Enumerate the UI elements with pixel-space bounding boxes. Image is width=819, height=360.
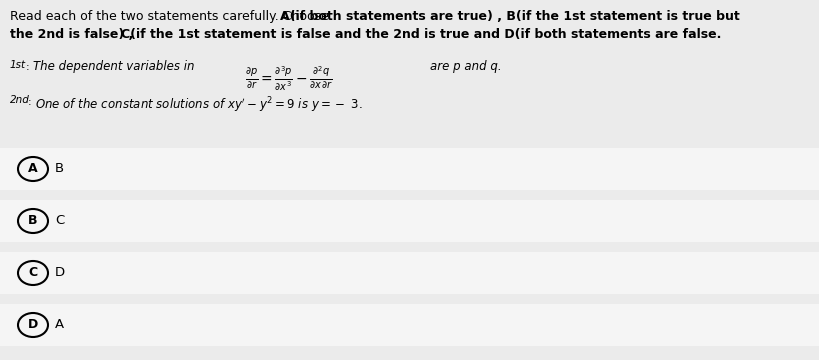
Bar xyxy=(0,252,819,294)
Text: Read each of the two statements carefully. Choose: Read each of the two statements carefull… xyxy=(10,10,333,23)
Text: 1st: 1st xyxy=(10,60,26,70)
Text: :: : xyxy=(28,97,32,107)
Text: A(if both statements are true) , B(if the 1st statement is true but: A(if both statements are true) , B(if th… xyxy=(279,10,739,23)
Text: B: B xyxy=(28,215,38,228)
Text: C: C xyxy=(55,215,64,228)
Ellipse shape xyxy=(18,157,48,181)
Text: are p and q.: are p and q. xyxy=(429,60,501,73)
Ellipse shape xyxy=(18,261,48,285)
Text: C(if the 1st statement is false and the 2nd is true and D(if both statements are: C(if the 1st statement is false and the … xyxy=(121,28,721,41)
Bar xyxy=(0,200,819,242)
Text: $\mathit{One\ of\ the\ constant\ solutions\ of}$$\ xy' - y^2 = 9\ $$\mathit{is}\: $\mathit{One\ of\ the\ constant\ solutio… xyxy=(35,95,362,114)
Text: B: B xyxy=(55,162,64,175)
Text: 2nd: 2nd xyxy=(10,95,29,105)
Bar xyxy=(0,148,819,190)
Ellipse shape xyxy=(18,209,48,233)
Text: The dependent variables in: The dependent variables in xyxy=(33,60,194,73)
Text: the 2nd is false) ,: the 2nd is false) , xyxy=(10,28,138,41)
Text: C: C xyxy=(29,266,38,279)
Text: A: A xyxy=(55,319,64,332)
Ellipse shape xyxy=(18,313,48,337)
Text: D: D xyxy=(55,266,65,279)
Text: A: A xyxy=(28,162,38,175)
Bar xyxy=(0,304,819,346)
Text: $\frac{\partial p}{\partial r}=\frac{\partial^3 p}{\partial x^3}-\frac{\partial^: $\frac{\partial p}{\partial r}=\frac{\pa… xyxy=(245,65,333,93)
Text: D: D xyxy=(28,319,38,332)
Text: :: : xyxy=(26,62,29,72)
